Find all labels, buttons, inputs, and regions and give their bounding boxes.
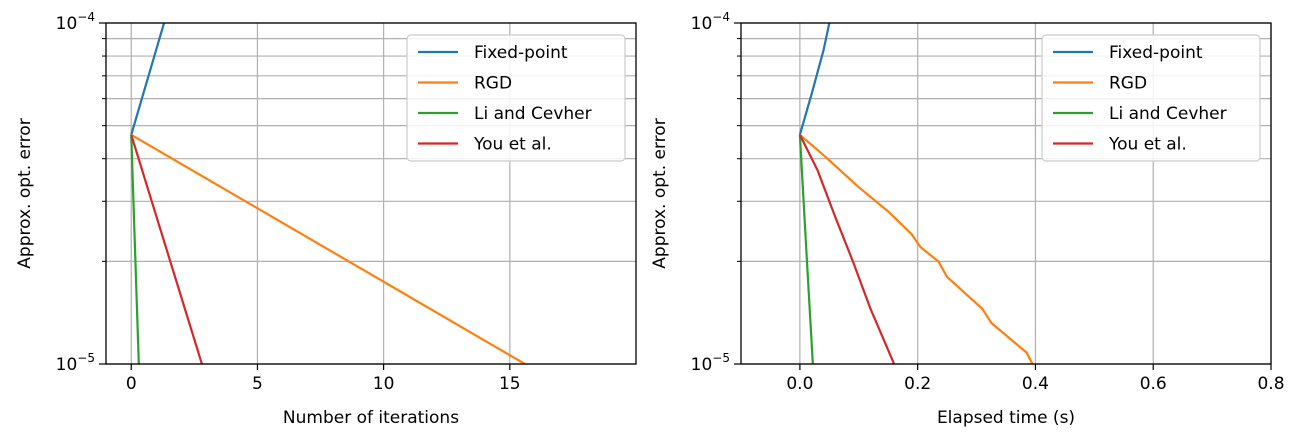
- series-line-li-and-cevher: [798, 134, 814, 364]
- legend-label-li-and-cevher: Li and Cevher: [474, 104, 592, 124]
- x-tick-label: 0.8: [1257, 374, 1284, 394]
- x-axis-label: Number of iterations: [283, 408, 459, 428]
- axes-frame: [740, 22, 1272, 365]
- legend-label-fixed-point: Fixed-point: [1109, 43, 1203, 63]
- x-tick-label: 5: [252, 374, 263, 394]
- series-line-rgd: [799, 133, 1034, 364]
- axes-frame: [105, 22, 637, 365]
- series-group: [798, 23, 1034, 364]
- legend-label-you-et-al-: You et al.: [473, 135, 552, 155]
- legend-label-rgd: RGD: [1109, 74, 1147, 94]
- legend: Fixed-point RGD Li and Cevher You et al.: [1041, 34, 1261, 162]
- x-tick-label: 10: [373, 374, 395, 394]
- legend-box: [1041, 34, 1261, 162]
- series-line-you-et-al-: [798, 134, 896, 364]
- x-tick-label: 0.0: [786, 374, 813, 394]
- y-tick-label: 10−4: [56, 10, 95, 34]
- x-axis-label: Elapsed time (s): [937, 408, 1075, 428]
- y-tick-label: 10−5: [56, 351, 95, 375]
- series-line-li-and-cevher: [130, 134, 140, 364]
- legend-label-li-and-cevher: Li and Cevher: [1109, 104, 1227, 124]
- x-tick-label: 0: [126, 374, 137, 394]
- series-line-you-et-al-: [130, 134, 203, 364]
- x-tick-label: 0.6: [1140, 374, 1167, 394]
- x-tick-label: 0.4: [1022, 374, 1049, 394]
- series-group: [130, 23, 526, 364]
- y-tick-label: 10−5: [691, 351, 730, 375]
- y-axis-label: Approx. opt. error: [650, 118, 670, 268]
- legend-box: [406, 34, 626, 162]
- legend-label-fixed-point: Fixed-point: [474, 43, 568, 63]
- series-line-rgd: [130, 133, 526, 364]
- series-line-fixed-point: [798, 23, 831, 136]
- x-tick-label: 15: [499, 374, 521, 394]
- chart-panel-2: 0.0 0.2 0.4 0.6 0.8 10−5 10−4 Elapsed time (s) A…: [650, 10, 1285, 428]
- legend-label-you-et-al-: You et al.: [1108, 135, 1187, 155]
- legend-label-rgd: RGD: [474, 74, 512, 94]
- chart-panel-1: 0 5 10 15 10−5 10−4 Number of iterations Approx…: [15, 10, 637, 428]
- x-tick-label: 0.2: [904, 374, 931, 394]
- legend: Fixed-point RGD Li and Cevher You et al.: [406, 34, 626, 162]
- y-tick-label: 10−4: [691, 10, 730, 34]
- y-axis-label: Approx. opt. error: [15, 118, 35, 268]
- series-line-fixed-point: [130, 23, 166, 136]
